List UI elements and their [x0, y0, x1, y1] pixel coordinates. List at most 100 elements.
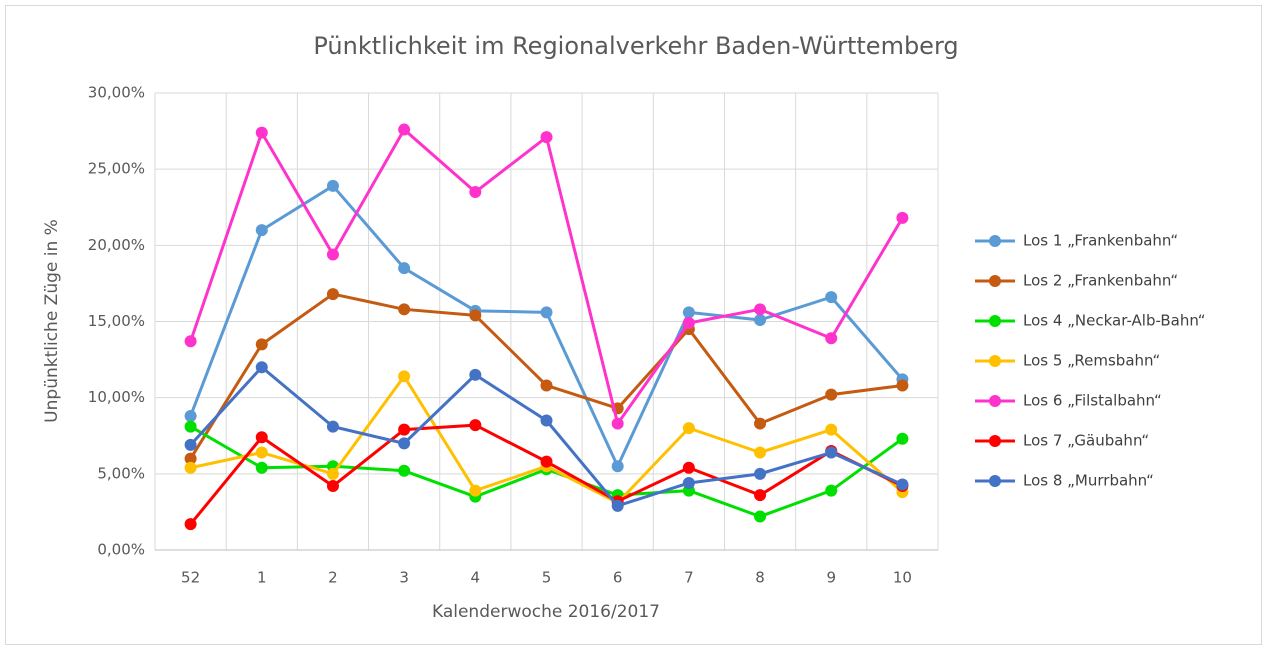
legend-label: Los 4 „Neckar-Alb-Bahn“ — [1023, 312, 1206, 330]
data-point — [540, 414, 553, 427]
data-point — [398, 262, 411, 275]
legend-label: Los 6 „Filstalbahn“ — [1023, 392, 1162, 410]
data-point — [682, 461, 695, 474]
data-point — [896, 211, 909, 224]
x-tick-label: 52 — [181, 569, 200, 587]
legend-swatch-marker — [989, 315, 1001, 327]
data-point — [611, 499, 624, 512]
legend-label: Los 1 „Frankenbahn“ — [1023, 232, 1178, 250]
data-point — [469, 309, 482, 322]
data-point — [682, 306, 695, 319]
x-axis-title: Kalenderwoche 2016/2017 — [432, 602, 660, 622]
series — [184, 179, 909, 473]
data-point — [469, 368, 482, 381]
data-point — [255, 446, 268, 459]
data-point — [398, 464, 411, 477]
x-tick-label: 6 — [613, 569, 623, 587]
data-point — [184, 438, 197, 451]
x-tick-label: 4 — [471, 569, 481, 587]
data-point — [754, 417, 767, 430]
data-point — [255, 461, 268, 474]
data-point — [255, 126, 268, 139]
series — [184, 123, 909, 430]
data-point — [754, 510, 767, 523]
data-point — [398, 123, 411, 136]
data-point — [896, 432, 909, 445]
series — [184, 361, 909, 512]
data-point — [398, 437, 411, 450]
x-tick-label: 8 — [755, 569, 765, 587]
legend-label: Los 7 „Gäubahn“ — [1023, 432, 1149, 450]
x-tick-label: 5 — [542, 569, 552, 587]
legend-swatch-marker — [989, 475, 1001, 487]
data-point — [540, 455, 553, 468]
legend-label: Los 8 „Murrbahn“ — [1023, 472, 1154, 490]
y-tick-label: 15,00% — [88, 312, 145, 330]
data-point — [469, 484, 482, 497]
legend-label: Los 5 „Remsbahn“ — [1023, 352, 1160, 370]
x-tick-label: 10 — [893, 569, 912, 587]
data-point — [825, 291, 838, 304]
y-axis-title: Unpünktliche Züge in % — [42, 219, 62, 423]
data-point — [682, 317, 695, 330]
y-tick-label: 10,00% — [88, 388, 145, 406]
data-point — [255, 338, 268, 351]
legend-item: Los 4 „Neckar-Alb-Bahn“ — [975, 312, 1206, 330]
x-tick-label: 3 — [399, 569, 409, 587]
chart-frame — [5, 5, 1262, 645]
y-tick-label: 30,00% — [88, 84, 145, 102]
x-tick-label: 7 — [684, 569, 694, 587]
data-point — [825, 484, 838, 497]
data-point — [540, 379, 553, 392]
data-point — [754, 303, 767, 316]
data-point — [825, 332, 838, 345]
data-point — [184, 420, 197, 433]
legend-swatch-marker — [989, 355, 1001, 367]
data-point — [184, 518, 197, 531]
legend-item: Los 6 „Filstalbahn“ — [975, 392, 1162, 410]
data-point — [825, 388, 838, 401]
data-point — [611, 460, 624, 473]
legend-swatch-marker — [989, 395, 1001, 407]
data-point — [469, 186, 482, 199]
legend-item: Los 1 „Frankenbahn“ — [975, 232, 1178, 250]
legend-item: Los 7 „Gäubahn“ — [975, 432, 1149, 450]
data-point — [682, 422, 695, 435]
data-point — [896, 478, 909, 491]
data-point — [398, 423, 411, 436]
data-point — [754, 446, 767, 459]
legend-swatch-marker — [989, 435, 1001, 447]
y-tick-label: 20,00% — [88, 236, 145, 254]
y-tick-label: 0,00% — [97, 541, 145, 559]
data-point — [754, 313, 767, 326]
legend-item: Los 2 „Frankenbahn“ — [975, 272, 1178, 290]
data-point — [326, 467, 339, 480]
y-tick-label: 25,00% — [88, 160, 145, 178]
data-point — [896, 379, 909, 392]
y-tick-label: 5,00% — [97, 464, 145, 482]
legend-label: Los 2 „Frankenbahn“ — [1023, 272, 1178, 290]
data-point — [184, 335, 197, 348]
data-point — [825, 446, 838, 459]
legend-swatch-marker — [989, 235, 1001, 247]
data-point — [825, 423, 838, 436]
data-point — [326, 480, 339, 493]
data-point — [682, 476, 695, 489]
data-point — [754, 467, 767, 480]
x-tick-label: 1 — [257, 569, 267, 587]
data-point — [540, 306, 553, 319]
data-point — [326, 179, 339, 192]
data-point — [184, 409, 197, 422]
x-tick-label: 2 — [328, 569, 338, 587]
legend-item: Los 8 „Murrbahn“ — [975, 472, 1154, 490]
data-point — [255, 361, 268, 374]
data-point — [326, 288, 339, 301]
legend-item: Los 5 „Remsbahn“ — [975, 352, 1160, 370]
data-point — [255, 431, 268, 444]
data-point — [255, 224, 268, 237]
data-point — [611, 417, 624, 430]
data-point — [398, 370, 411, 383]
x-tick-label: 9 — [826, 569, 836, 587]
